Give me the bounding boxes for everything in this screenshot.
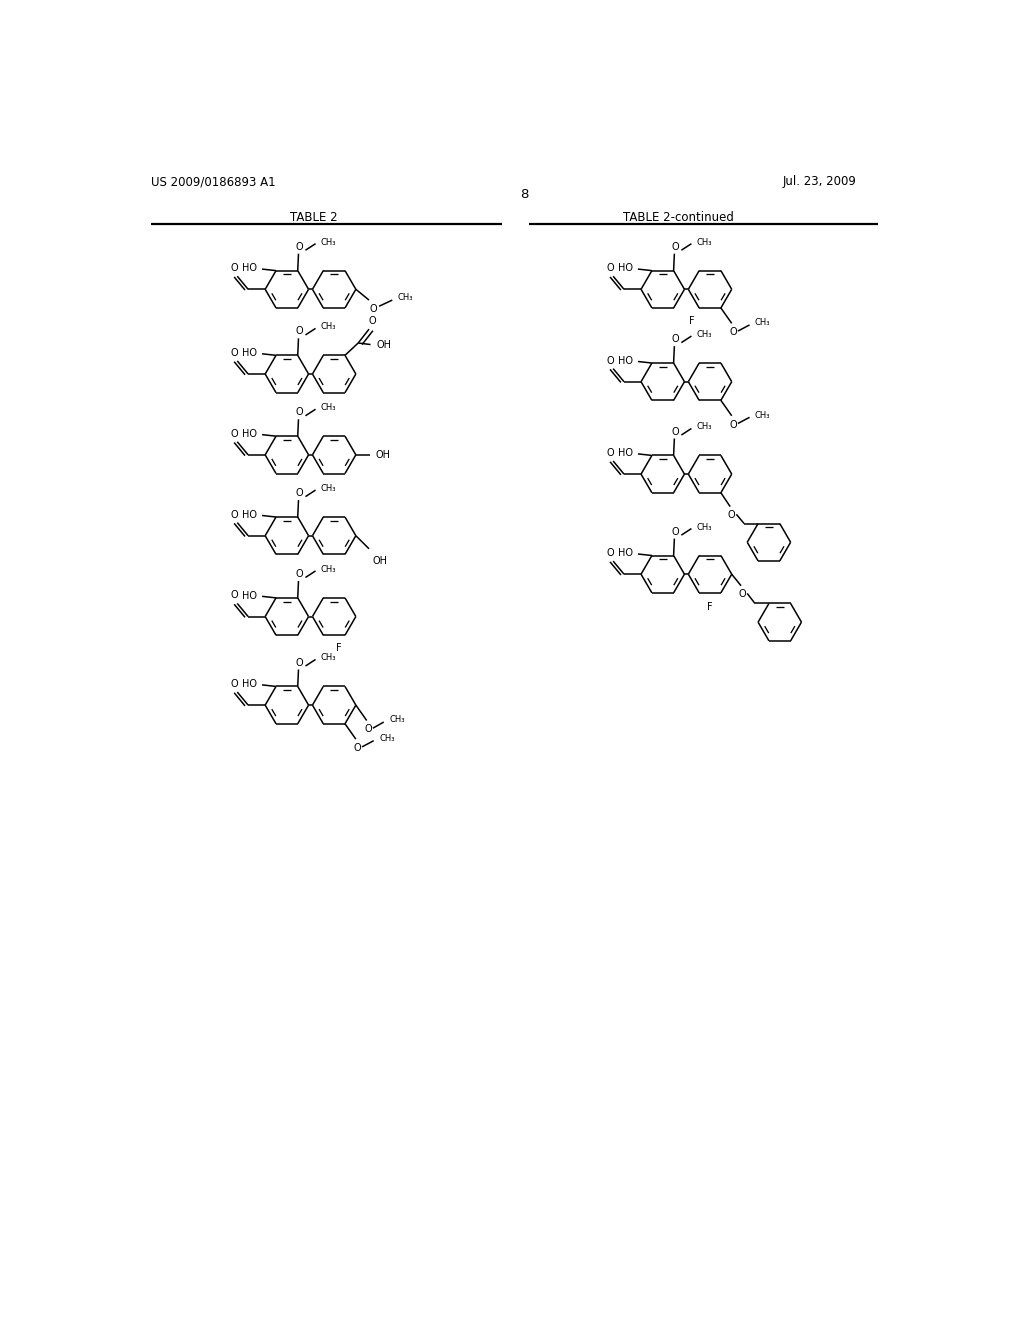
Text: O: O: [296, 488, 303, 498]
Text: O: O: [296, 326, 303, 337]
Text: O: O: [606, 355, 613, 366]
Text: O: O: [353, 743, 361, 752]
Text: F: F: [708, 602, 713, 612]
Text: CH₃: CH₃: [696, 422, 712, 432]
Text: CH₃: CH₃: [755, 318, 770, 327]
Text: O: O: [672, 527, 679, 537]
Text: TABLE 2: TABLE 2: [290, 211, 338, 224]
Text: O: O: [296, 569, 303, 579]
Text: O: O: [296, 657, 303, 668]
Text: TABLE 2-continued: TABLE 2-continued: [623, 211, 733, 224]
Text: F: F: [689, 315, 694, 326]
Text: CH₃: CH₃: [696, 238, 712, 247]
Text: HO: HO: [618, 447, 633, 458]
Text: CH₃: CH₃: [379, 734, 394, 743]
Text: CH₃: CH₃: [755, 411, 770, 420]
Text: O: O: [296, 408, 303, 417]
Text: CH₃: CH₃: [696, 330, 712, 339]
Text: O: O: [672, 242, 679, 252]
Text: OH: OH: [377, 339, 392, 350]
Text: O: O: [728, 510, 735, 520]
Text: US 2009/0186893 A1: US 2009/0186893 A1: [152, 176, 275, 189]
Text: OH: OH: [373, 556, 388, 566]
Text: O: O: [230, 510, 238, 520]
Text: O: O: [230, 590, 238, 601]
Text: HO: HO: [243, 348, 257, 358]
Text: CH₃: CH₃: [390, 715, 406, 725]
Text: HO: HO: [243, 678, 257, 689]
Text: O: O: [230, 263, 238, 273]
Text: CH₃: CH₃: [321, 238, 336, 247]
Text: O: O: [365, 725, 372, 734]
Text: CH₃: CH₃: [321, 403, 336, 412]
Text: O: O: [606, 263, 613, 273]
Text: HO: HO: [243, 263, 257, 273]
Text: OH: OH: [375, 450, 390, 459]
Text: F: F: [337, 643, 342, 653]
Text: O: O: [672, 426, 679, 437]
Text: 8: 8: [520, 187, 529, 201]
Text: HO: HO: [243, 590, 257, 601]
Text: O: O: [738, 589, 746, 599]
Text: O: O: [729, 420, 737, 429]
Text: O: O: [230, 348, 238, 358]
Text: Jul. 23, 2009: Jul. 23, 2009: [783, 176, 857, 189]
Text: O: O: [729, 327, 737, 337]
Text: HO: HO: [618, 263, 633, 273]
Text: CH₃: CH₃: [321, 653, 336, 663]
Text: O: O: [296, 242, 303, 252]
Text: O: O: [369, 315, 376, 326]
Text: O: O: [230, 678, 238, 689]
Text: HO: HO: [243, 510, 257, 520]
Text: O: O: [606, 548, 613, 558]
Text: O: O: [606, 447, 613, 458]
Text: O: O: [230, 429, 238, 438]
Text: CH₃: CH₃: [321, 565, 336, 574]
Text: CH₃: CH₃: [397, 293, 414, 302]
Text: CH₃: CH₃: [696, 523, 712, 532]
Text: O: O: [672, 334, 679, 345]
Text: HO: HO: [618, 548, 633, 558]
Text: HO: HO: [618, 355, 633, 366]
Text: CH₃: CH₃: [321, 322, 336, 331]
Text: O: O: [369, 304, 377, 314]
Text: HO: HO: [243, 429, 257, 438]
Text: CH₃: CH₃: [321, 484, 336, 494]
